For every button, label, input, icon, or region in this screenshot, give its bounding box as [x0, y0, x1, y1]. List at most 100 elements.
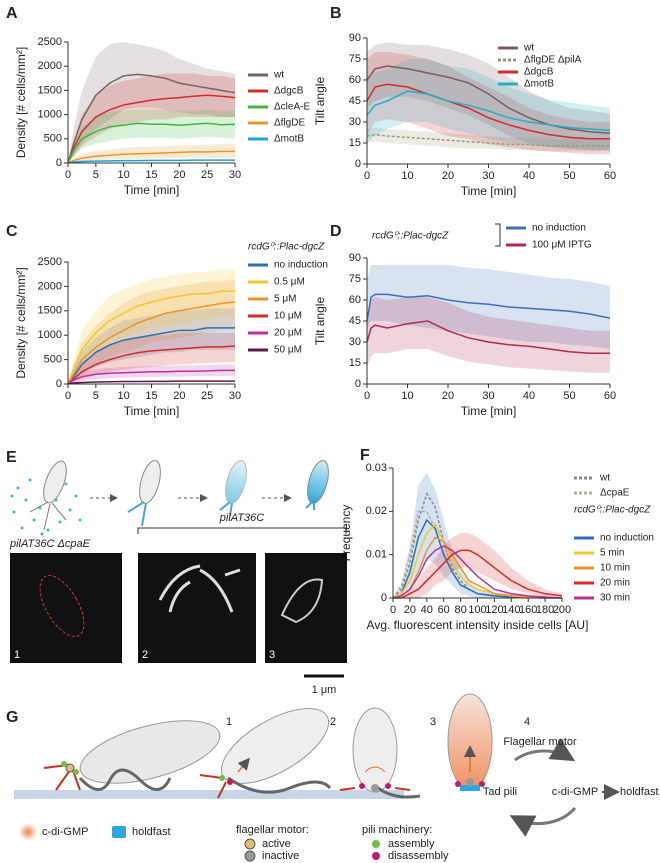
panel-label: F — [360, 447, 370, 464]
series-line — [392, 518, 562, 599]
image-title: pilAT36C — [219, 512, 264, 524]
y-tick-label: 0 — [355, 158, 361, 170]
band — [68, 269, 235, 384]
series-line — [366, 133, 610, 147]
series-line — [366, 293, 611, 322]
legend-swatch — [244, 838, 256, 850]
y-tick-label: 0 — [355, 378, 361, 390]
cell — [447, 693, 493, 791]
band — [393, 533, 562, 598]
output: holdfast — [620, 786, 659, 798]
x-tick-label: 40 — [523, 170, 535, 182]
image-title: pilAT36C ΔcpaE — [9, 538, 91, 550]
legend-label: disassembly — [388, 850, 449, 862]
legend-label: 10 μM — [274, 311, 302, 322]
y-axis-label: Density [# cells/mm²] — [14, 267, 28, 378]
cell-stain — [280, 578, 324, 624]
legend-label: ΔdgcB — [274, 86, 304, 97]
step: 2 — [330, 716, 336, 728]
y-axis-label: Tilt angle — [313, 77, 327, 126]
series-line — [67, 301, 236, 385]
pili — [305, 501, 315, 510]
y-tick-label: 30 — [349, 116, 361, 128]
series-line — [67, 380, 235, 385]
pili — [339, 787, 411, 791]
scale-label: 1 μm — [312, 684, 337, 696]
legend-label: ΔdgcB — [524, 67, 554, 78]
legend-label: holdfast — [132, 826, 171, 838]
series-line — [366, 90, 611, 132]
legend-label: 0.5 μM — [274, 277, 305, 288]
x-tick-label: 160 — [519, 604, 537, 616]
panel-label: G — [6, 709, 18, 726]
y-tick-label: 1000 — [38, 329, 62, 341]
cell — [139, 460, 161, 504]
series-line — [67, 290, 235, 385]
holdfast — [460, 785, 480, 791]
legend-label: wt — [599, 473, 610, 484]
pili — [199, 774, 227, 799]
cycle-arrow — [514, 738, 576, 762]
pili — [29, 501, 67, 531]
y-tick-label: 2000 — [38, 280, 62, 292]
x-tick-label: 0 — [364, 390, 370, 402]
x-tick-label: 20 — [173, 390, 185, 402]
legend-title: rcdG⁰::Plac-dgcZ — [574, 505, 651, 516]
legend-label: ΔmotB — [274, 134, 304, 145]
y-tick-label: 2000 — [38, 60, 62, 72]
panel-e: E pilAT36C ΔcpaE pilAT36C 1 2 3 1 μm — [6, 449, 347, 696]
x-tick-label: 60 — [438, 604, 450, 616]
x-axis-label: Time [min] — [461, 404, 517, 418]
y-tick-label: 0.03 — [366, 462, 387, 474]
y-tick-label: 60 — [349, 74, 361, 86]
x-tick-label: 30 — [482, 170, 494, 182]
pili — [127, 501, 147, 527]
x-axis-label: Avg. fluorescent intensity inside cells … — [367, 618, 589, 632]
legend-label: no induction — [532, 223, 586, 234]
y-tick-label: 1500 — [38, 305, 62, 317]
cycle-node: c-di-GMP — [552, 786, 598, 798]
band — [367, 52, 610, 155]
x-tick-label: 10 — [118, 390, 130, 402]
x-tick-label: 10 — [401, 170, 413, 182]
x-axis-label: Time [min] — [124, 404, 180, 418]
panel-g: G 1 2 3 4 Flagellar motor c-di-GMP Tad p… — [6, 693, 659, 862]
legend-label: assembly — [388, 838, 435, 850]
surface — [14, 790, 404, 799]
series-line — [392, 536, 563, 599]
cycle-node: Tad pili — [483, 786, 517, 798]
series-line — [67, 73, 236, 164]
x-tick-label: 40 — [421, 604, 433, 616]
x-tick-label: 50 — [563, 390, 575, 402]
flagellum — [227, 776, 332, 794]
series-line — [366, 83, 610, 140]
step: 4 — [524, 716, 530, 728]
band — [68, 308, 235, 384]
x-tick-label: 10 — [401, 390, 413, 402]
x-tick-label: 25 — [201, 169, 213, 181]
series-line — [67, 122, 236, 164]
series-line — [67, 94, 236, 164]
y-tick-label: 15 — [349, 137, 361, 149]
cycle-node: Flagellar motor — [503, 736, 577, 748]
cell — [79, 720, 221, 784]
y-tick-label: 1500 — [38, 84, 62, 96]
arrow — [237, 757, 250, 773]
legend-label: no induction — [600, 533, 654, 544]
x-tick-label: 0 — [65, 390, 71, 402]
cycle-arrow — [509, 806, 577, 837]
series-line — [67, 150, 235, 164]
y-tick-label: 0 — [381, 592, 387, 604]
x-tick-label: 5 — [93, 169, 99, 181]
y-tick-label: 1000 — [38, 109, 62, 121]
legend-swatch — [112, 826, 126, 838]
legend-swatch — [244, 850, 256, 862]
cell — [225, 460, 247, 504]
panel-label: A — [6, 5, 18, 22]
y-tick-label: 500 — [44, 133, 62, 145]
series-line — [67, 369, 235, 385]
legend-label: 100 μM IPTG — [532, 240, 592, 251]
cell — [43, 460, 67, 504]
legend-label: wt — [273, 70, 284, 81]
assembly — [219, 775, 225, 781]
